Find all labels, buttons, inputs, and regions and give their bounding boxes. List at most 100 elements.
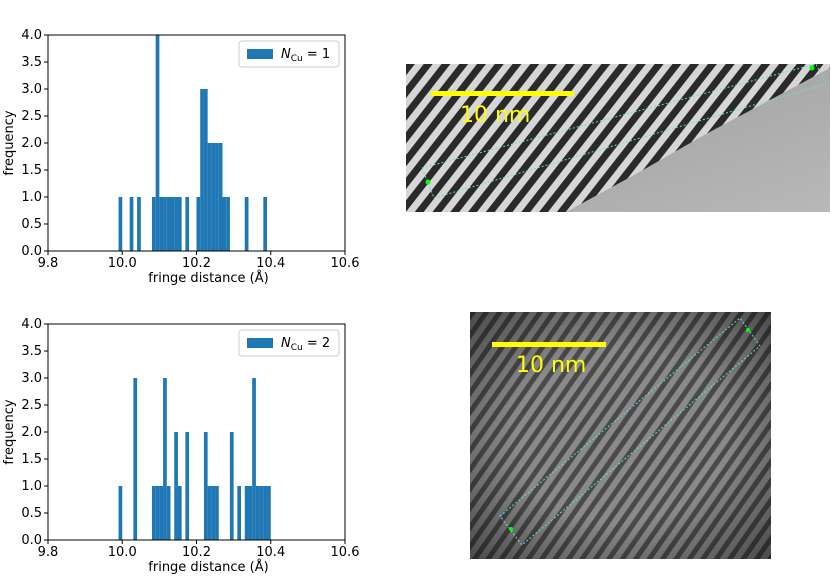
histogram-bar	[151, 486, 156, 540]
y-tick-label: 3.5	[21, 55, 42, 70]
histogram-bar	[218, 143, 223, 251]
histogram-bar	[203, 432, 208, 540]
x-axis-label: fringe distance (Å)	[148, 270, 268, 286]
legend: NCu = 1	[238, 40, 340, 68]
histogram-bar	[248, 486, 253, 540]
histogram-bar	[211, 143, 216, 251]
histogram-bar	[222, 197, 227, 251]
histogram-bar	[196, 197, 201, 251]
histogram-bar	[259, 486, 264, 540]
y-tick-label: 3.5	[21, 344, 42, 359]
histogram-bar	[207, 143, 212, 251]
histogram-bar	[255, 486, 260, 540]
tem-image-top: 10 nm	[406, 64, 830, 212]
x-tick-label: 10.0	[108, 545, 137, 560]
y-tick-label: 2.5	[21, 398, 42, 413]
histogram-bar	[207, 486, 212, 540]
y-tick-label: 0.0	[21, 244, 42, 259]
histogram-bar	[177, 197, 182, 251]
histogram-bar	[215, 143, 219, 251]
histogram-bar	[252, 378, 256, 540]
histogram-bar	[267, 486, 271, 540]
histogram-bar	[185, 432, 190, 540]
y-axis-label: frequency	[2, 399, 17, 465]
roi-marker	[746, 328, 750, 332]
histogram-bar	[215, 486, 219, 540]
histogram-bar	[155, 486, 160, 540]
vignette	[470, 312, 771, 559]
y-tick-label: 4.0	[21, 317, 42, 332]
histogram-bar	[129, 197, 134, 251]
histogram-bar	[151, 197, 156, 251]
histogram-bar	[185, 197, 190, 251]
tem-micrograph-bottom: 10 nm	[470, 312, 771, 559]
histogram-bar	[229, 432, 234, 540]
histogram-bar	[163, 378, 167, 540]
roi-rectangle	[421, 64, 827, 199]
scale-bar-label: 10 nm	[460, 103, 530, 128]
histogram-bar	[159, 197, 164, 251]
histogram-bar	[166, 486, 171, 540]
histogram-bar	[137, 197, 141, 251]
x-tick-label: 10.0	[108, 256, 137, 271]
scale-bar	[431, 91, 574, 96]
x-axis-label: fringe distance (Å)	[148, 559, 268, 575]
y-axis-label: frequency	[2, 110, 17, 176]
tem-micrograph-top: 10 nm	[406, 64, 830, 212]
histogram-bar	[244, 197, 249, 251]
y-tick-label: 3.0	[21, 82, 42, 97]
histogram-bar	[166, 197, 171, 251]
histogram-bar	[170, 197, 175, 251]
x-tick-label: 9.8	[38, 545, 59, 560]
roi-marker	[425, 179, 431, 185]
x-tick-label: 10.4	[256, 545, 285, 560]
roi-marker	[509, 527, 513, 531]
scale-bar	[492, 342, 606, 347]
histogram-bar	[263, 197, 268, 251]
y-tick-label: 0.5	[21, 217, 42, 232]
y-tick-label: 2.0	[21, 136, 42, 151]
histogram-bar	[237, 486, 242, 540]
legend-label: NCu = 1	[281, 47, 330, 64]
histogram-bar	[244, 486, 249, 540]
y-tick-label: 2.0	[21, 425, 42, 440]
y-tick-label: 4.0	[21, 28, 42, 43]
histogram-bar	[174, 432, 178, 540]
histogram-bar	[118, 486, 123, 540]
x-tick-label: 9.8	[38, 256, 59, 271]
legend-box	[238, 40, 340, 68]
legend-swatch	[247, 338, 273, 348]
histogram-bar	[163, 197, 167, 251]
y-tick-label: 3.0	[21, 371, 42, 386]
histogram-1: 0.0 0.5 1.0 1.5 2.0 2.5 3.0 3.5 4.0 9.8 10.0 10.2 10…	[2, 28, 359, 286]
y-tick-label: 1.0	[21, 190, 42, 205]
histogram-bar	[263, 486, 268, 540]
histogram-bar	[177, 486, 182, 540]
legend-box	[238, 329, 340, 357]
histogram-bar	[159, 486, 164, 540]
y-tick-label: 0.0	[21, 533, 42, 548]
y-tick-label: 1.0	[21, 479, 42, 494]
y-tick-label: 1.5	[21, 452, 42, 467]
histogram-bar	[155, 35, 160, 251]
histogram-bar	[133, 378, 138, 540]
x-tick-label: 10.6	[331, 545, 360, 560]
legend-swatch	[247, 49, 273, 59]
tem-image-bottom: 10 nm	[470, 312, 771, 559]
histogram-bar	[174, 197, 178, 251]
roi-marker	[809, 65, 815, 71]
legend: NCu = 2	[238, 329, 340, 357]
y-tick-label: 2.5	[21, 109, 42, 124]
histogram-bar	[211, 486, 216, 540]
x-tick-label: 10.2	[182, 256, 211, 271]
x-tick-label: 10.4	[256, 256, 285, 271]
histogram-bar	[200, 89, 204, 251]
histogram-bar	[226, 197, 230, 251]
histogram-bar	[118, 197, 123, 251]
x-tick-label: 10.6	[331, 256, 360, 271]
legend-label: NCu = 2	[281, 336, 330, 353]
scale-bar-label: 10 nm	[516, 353, 586, 378]
histogram-2: 0.0 0.5 1.0 1.5 2.0 2.5 3.0 3.5 4.0 9.8 10.0 10.2 10…	[2, 317, 359, 575]
